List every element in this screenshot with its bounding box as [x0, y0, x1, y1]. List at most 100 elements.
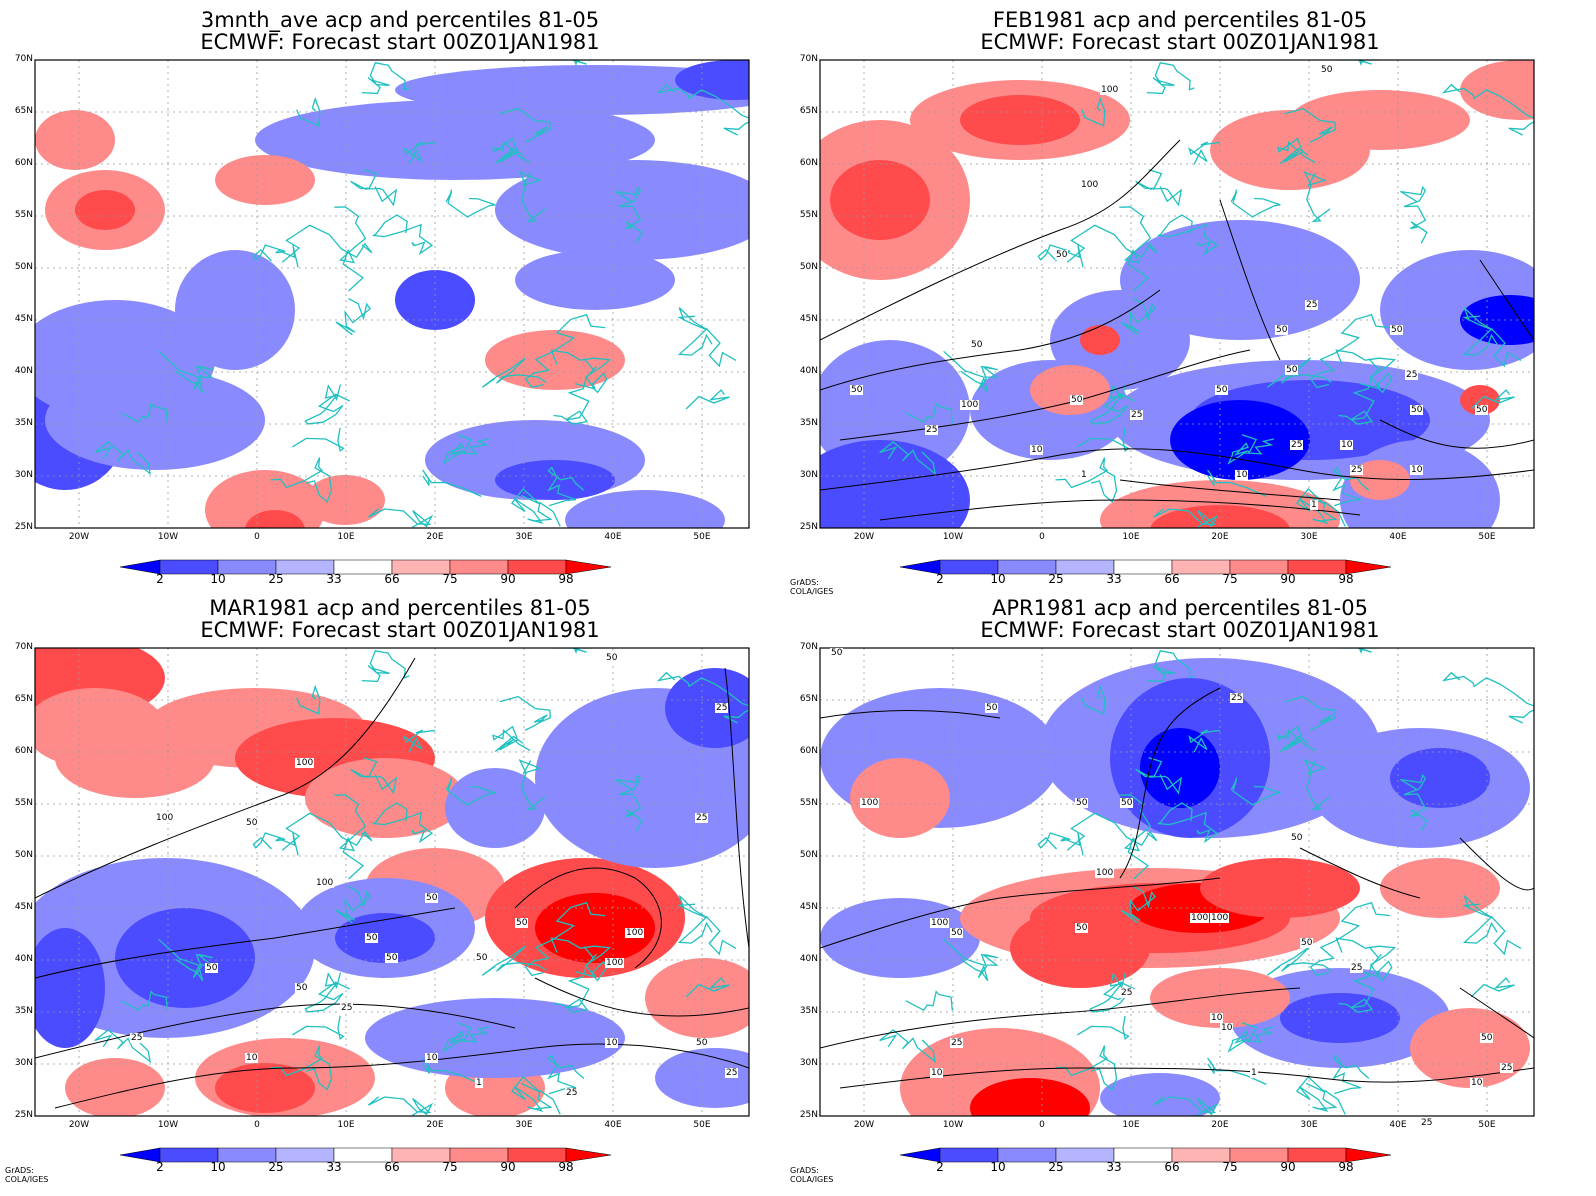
- coastline: [445, 189, 496, 218]
- panel-title-line1: MAR1981 acp and percentiles 81-05: [209, 596, 591, 620]
- contour-label: 50: [1475, 405, 1489, 415]
- contour-label: 50: [1275, 325, 1289, 335]
- contour-label: 25: [1350, 465, 1364, 475]
- colorbar-tick: 90: [1280, 1160, 1296, 1174]
- percentile-region: [1170, 400, 1310, 480]
- coastline: [1284, 107, 1336, 143]
- coastline: [879, 441, 937, 476]
- coastline: [335, 298, 371, 336]
- coastline: [1077, 427, 1130, 453]
- coastline: [1303, 759, 1331, 811]
- coastline: [403, 729, 436, 753]
- contour-label: 1: [1310, 500, 1318, 510]
- colorbar-tick: 75: [442, 572, 458, 586]
- contour-label: 50: [1120, 798, 1134, 808]
- latitude-label: 45N: [799, 314, 818, 324]
- contour-line: [1119, 687, 1221, 879]
- contour-label: 50: [1070, 395, 1084, 405]
- coastline: [943, 938, 999, 982]
- coastline: [685, 977, 730, 998]
- percentile-region: [35, 928, 105, 1048]
- percentile-region: [1010, 908, 1150, 988]
- coastline: [158, 350, 214, 394]
- coastline: [1230, 189, 1281, 218]
- contour-label: 50: [365, 933, 379, 943]
- contour-label: 100: [625, 928, 645, 938]
- contour-label: 10: [1235, 470, 1249, 480]
- coastline: [1207, 1057, 1267, 1085]
- colorbar-tick: 98: [558, 1160, 574, 1174]
- percentile-region: [850, 758, 950, 838]
- coastline: [350, 756, 398, 795]
- contour-label: 10: [425, 1053, 439, 1063]
- coastline: [1295, 488, 1346, 527]
- contour-line: [1459, 837, 1534, 891]
- contour-label: 100: [1095, 868, 1115, 878]
- contour-line: [820, 710, 1001, 719]
- percentile-region: [1280, 993, 1400, 1043]
- colorbar-tick: 10: [210, 1160, 226, 1174]
- latitude-label: 30N: [799, 470, 818, 480]
- contour-label: 50: [475, 953, 489, 963]
- longitude-label: 10E: [1122, 1120, 1140, 1130]
- colorbar-tick: 75: [442, 1160, 458, 1174]
- percentile-region: [820, 440, 970, 528]
- contour-label: 25: [1290, 440, 1304, 450]
- coastline: [1470, 977, 1515, 998]
- percentile-region: [655, 1048, 749, 1108]
- coastline: [1066, 224, 1158, 263]
- latitude-label: 40N: [799, 366, 818, 376]
- coastline: [905, 402, 953, 424]
- contour-label: 50: [425, 893, 439, 903]
- longitude-label: 20E: [1211, 532, 1229, 542]
- longitude-label: 0: [1039, 1120, 1045, 1130]
- coastline: [510, 488, 561, 527]
- colorbar-tick: 2: [936, 572, 944, 586]
- coastline: [445, 777, 496, 806]
- longitude-label: 10W: [942, 532, 964, 542]
- percentile-region: [1460, 295, 1534, 345]
- coastline: [492, 725, 531, 753]
- contour-label: 50: [1290, 833, 1304, 843]
- percentile-region: [675, 60, 749, 100]
- colorbar-tick: 75: [1222, 572, 1238, 586]
- contour-label: 1: [1080, 470, 1088, 480]
- longitude-label: 50E: [693, 532, 711, 542]
- contour-label: 50: [985, 703, 999, 713]
- latitude-label: 35N: [799, 1006, 818, 1016]
- latitude-label: 30N: [799, 1058, 818, 1068]
- contour-line: [820, 448, 1534, 491]
- coastline: [499, 107, 551, 143]
- contour-line: [1379, 419, 1534, 449]
- latitude-label: 70N: [14, 642, 33, 652]
- percentile-region: [1150, 505, 1290, 528]
- coastline: [677, 915, 737, 956]
- panel-title-line2: ECMWF: Forecast start 00Z01JAN1981: [980, 30, 1380, 54]
- longitude-label: 40E: [1389, 532, 1407, 542]
- longitude-label: 10W: [942, 1120, 964, 1130]
- contour-label: 100: [295, 758, 315, 768]
- contour-label: 10: [1470, 1078, 1484, 1088]
- coastline: [1470, 389, 1515, 410]
- coastline: [296, 96, 321, 127]
- contour-label: 25: [1500, 1063, 1514, 1073]
- latitude-label: 35N: [14, 1006, 33, 1016]
- coastline: [1120, 886, 1156, 924]
- latitude-label: 65N: [14, 694, 33, 704]
- contour-label: 50: [605, 653, 619, 663]
- colorbar-tick: 25: [268, 572, 284, 586]
- coastline: [1066, 812, 1158, 851]
- contour-line: [839, 1067, 1534, 1089]
- percentile-region: [820, 898, 980, 978]
- contour-label: 25: [715, 703, 729, 713]
- latitude-label: 45N: [14, 902, 33, 912]
- colorbar-legend: [899, 558, 1440, 584]
- coastline: [304, 384, 350, 425]
- coastline: [553, 946, 597, 1013]
- coastline: [518, 171, 546, 223]
- latitude-label: 65N: [799, 106, 818, 116]
- contour-line: [35, 657, 416, 899]
- latitude-label: 25N: [799, 522, 818, 532]
- coastline: [1335, 349, 1397, 394]
- longitude-label: 20E: [426, 532, 444, 542]
